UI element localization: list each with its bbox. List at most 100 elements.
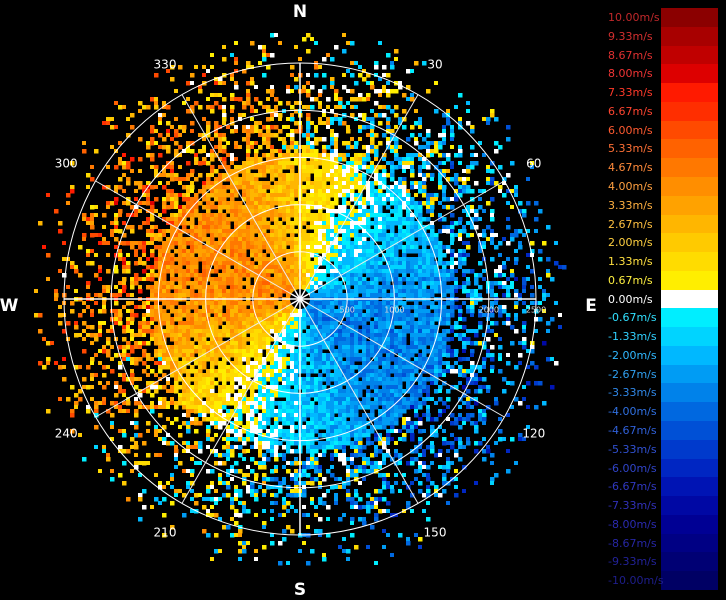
echo-cell — [390, 289, 395, 294]
echo-cell — [450, 213, 455, 218]
echo-cell — [370, 241, 375, 246]
echo-cell — [182, 349, 187, 354]
echo-cell — [206, 177, 211, 182]
echo-cell — [258, 121, 262, 125]
echo-cell — [538, 209, 543, 214]
echo-cell — [406, 277, 411, 282]
echo-cell — [330, 233, 335, 238]
echo-cell — [342, 353, 347, 358]
echo-cell — [190, 333, 195, 338]
echo-cell — [258, 329, 263, 334]
echo-cell — [434, 369, 438, 373]
echo-cell — [230, 253, 235, 258]
echo-cell — [162, 261, 167, 266]
echo-cell — [102, 225, 106, 229]
echo-cell — [294, 45, 298, 49]
echo-cell — [234, 337, 239, 342]
echo-cell — [222, 361, 227, 366]
echo-cell — [470, 145, 475, 150]
echo-cell — [226, 369, 231, 374]
echo-cell — [282, 197, 287, 202]
echo-cell — [382, 197, 387, 202]
echo-cell — [406, 293, 411, 298]
echo-cell — [482, 361, 486, 365]
echo-cell — [274, 329, 279, 334]
echo-cell — [458, 313, 462, 317]
echo-cell — [478, 325, 483, 330]
echo-cell — [462, 241, 466, 245]
echo-cell — [502, 293, 507, 298]
echo-cell — [218, 185, 223, 190]
echo-cell — [334, 97, 338, 101]
echo-cell — [366, 369, 371, 374]
echo-cell — [258, 253, 263, 258]
echo-cell — [502, 181, 506, 185]
echo-cell — [326, 165, 331, 170]
echo-cell — [274, 257, 279, 262]
echo-cell — [162, 277, 167, 282]
echo-cell — [466, 357, 470, 361]
echo-cell — [174, 337, 179, 342]
echo-cell — [270, 245, 275, 250]
echo-cell — [294, 221, 299, 226]
echo-cell — [162, 317, 167, 322]
echo-cell — [142, 269, 147, 274]
echo-cell — [186, 325, 191, 330]
echo-cell — [206, 257, 211, 262]
echo-cell — [230, 73, 234, 77]
echo-cell — [422, 265, 427, 270]
echo-cell — [402, 329, 407, 334]
echo-cell — [514, 233, 519, 238]
echo-cell — [410, 269, 415, 274]
echo-cell — [390, 193, 395, 198]
echo-cell — [206, 237, 211, 242]
echo-cell — [334, 261, 339, 266]
echo-cell — [446, 157, 451, 162]
echo-cell — [318, 229, 323, 234]
echo-cell — [410, 93, 414, 97]
echo-cell — [318, 341, 323, 346]
echo-cell — [206, 345, 211, 350]
echo-cell — [306, 317, 311, 322]
echo-cell — [246, 141, 250, 145]
echo-cell — [150, 269, 155, 274]
echo-cell — [154, 305, 159, 310]
echo-cell — [266, 157, 271, 162]
echo-cell — [434, 349, 439, 354]
echo-cell — [478, 217, 482, 221]
echo-cell — [402, 253, 407, 258]
echo-cell — [78, 333, 82, 337]
echo-cell — [446, 309, 451, 314]
echo-cell — [442, 301, 447, 306]
echo-cell — [322, 285, 327, 290]
echo-cell — [438, 341, 443, 346]
echo-cell — [534, 329, 538, 333]
echo-cell — [314, 285, 319, 290]
echo-cell — [414, 365, 419, 370]
echo-cell — [338, 317, 343, 322]
echo-cell — [434, 309, 439, 314]
echo-cell — [198, 225, 203, 230]
echo-cell — [174, 117, 178, 121]
echo-cell — [366, 81, 370, 85]
echo-cell — [490, 321, 495, 326]
echo-cell — [278, 169, 283, 174]
echo-cell — [390, 285, 395, 290]
echo-cell — [294, 173, 299, 178]
echo-cell — [186, 261, 191, 266]
echo-cell — [234, 165, 239, 170]
echo-cell — [130, 361, 134, 365]
echo-cell — [234, 145, 238, 149]
echo-cell — [418, 189, 423, 194]
echo-cell — [286, 193, 291, 198]
echo-cell — [386, 305, 391, 310]
echo-cell — [418, 329, 423, 334]
echo-cell — [246, 317, 251, 322]
echo-cell — [190, 369, 195, 374]
echo-cell — [282, 249, 287, 254]
echo-cell — [394, 293, 399, 298]
echo-cell — [210, 105, 215, 110]
echo-cell — [338, 169, 343, 174]
echo-cell — [290, 213, 295, 218]
echo-cell — [306, 333, 311, 338]
